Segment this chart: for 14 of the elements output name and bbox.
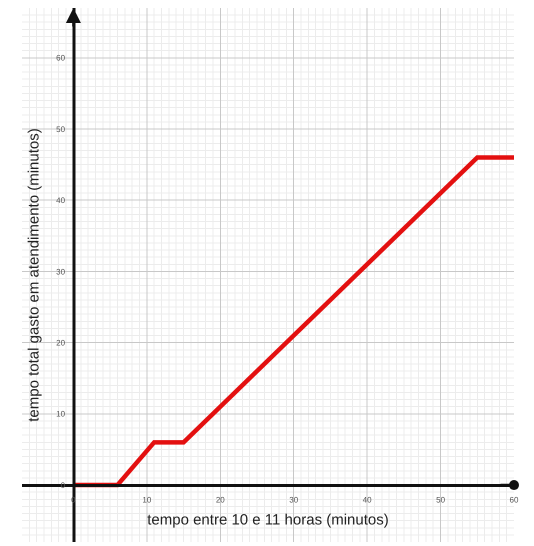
y-tick-label: 10	[56, 410, 66, 419]
y-tick-label: 40	[56, 196, 66, 206]
x-tick-label: 40	[362, 495, 372, 504]
x-tick-label: 10	[142, 495, 152, 504]
x-axis-title: tempo entre 10 e 11 horas (minutos)	[147, 511, 389, 528]
x-tick-label: 30	[289, 495, 299, 504]
y-tick-label: 60	[56, 54, 66, 63]
y-tick-label: 30	[56, 267, 66, 276]
x-tick-label: 60	[510, 495, 519, 504]
y-tick-label: 50	[56, 124, 66, 134]
x-tick-label: 20	[216, 495, 226, 504]
x-tick-label: 50	[436, 495, 446, 504]
y-axis-title: tempo total gasto em atendimento (minutos)	[25, 128, 42, 422]
y-tick-label: 20	[56, 338, 66, 348]
